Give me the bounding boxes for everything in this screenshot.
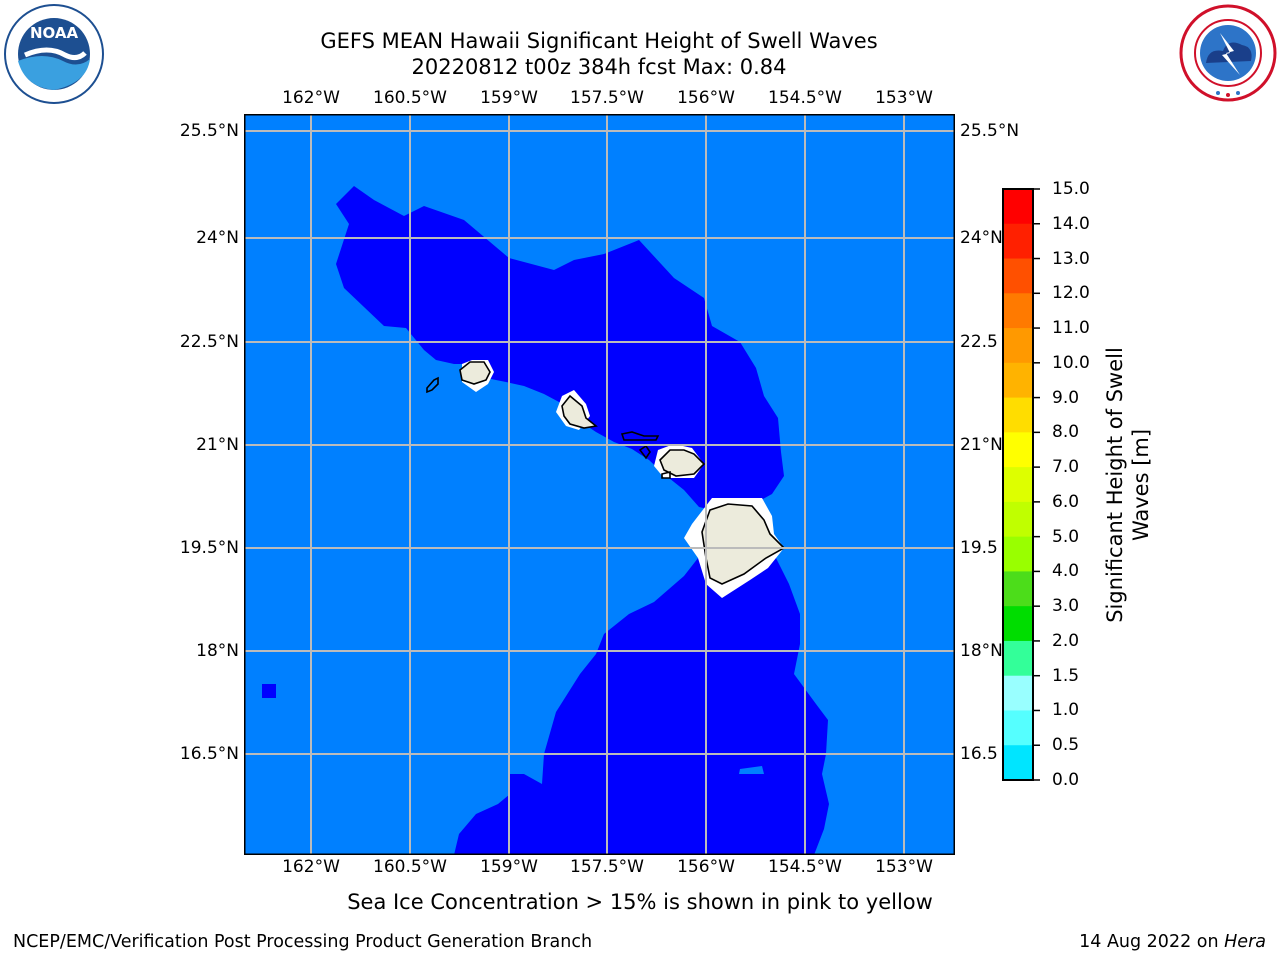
island-niihau (426, 376, 439, 394)
colorbar-tick-label: 0.0 (1052, 770, 1080, 790)
lat-label-right: 19.5 (960, 538, 998, 558)
lat-label-left: 24°N (196, 228, 239, 248)
colorbar-tick-label: 1.5 (1052, 665, 1080, 686)
footer-credit: NCEP/EMC/Verification Post Processing Pr… (13, 932, 593, 952)
colorbar-tick-label: 11.0 (1052, 318, 1090, 339)
lat-label-right: 22.5 (960, 332, 998, 352)
swell-fragment (262, 684, 276, 698)
colorbar-segment (1003, 258, 1033, 294)
lat-label-left: 25.5°N (179, 121, 239, 141)
lat-label-right: 18°N (960, 641, 1003, 661)
colorbar-label-line2: Waves [m] (1129, 428, 1153, 542)
footer-date: 14 Aug 2022 on Hera (1079, 932, 1266, 952)
lon-label-bottom: 154.5°W (768, 857, 842, 877)
lon-label-bottom: 160.5°W (373, 857, 447, 877)
colorbar-tick-label: 0.5 (1052, 735, 1080, 756)
lon-label-top: 157.5°W (570, 88, 644, 108)
lon-label-top: 153°W (875, 88, 933, 108)
colorbar-segment (1003, 362, 1033, 399)
colorbar-segment (1003, 745, 1033, 781)
map-frame (244, 114, 955, 855)
lon-label-bottom: 157.5°W (570, 857, 644, 877)
island-molokai (620, 431, 660, 441)
lat-label-left: 18°N (196, 641, 239, 661)
colorbar-segment (1003, 501, 1033, 538)
colorbar-label-line1: Significant Height of Swell (1103, 347, 1127, 623)
colorbar-tick-label: 7.0 (1052, 457, 1080, 478)
colorbar-segment (1003, 640, 1033, 677)
colorbar-tick-label: 12.0 (1052, 283, 1090, 304)
island-oahu (561, 394, 598, 429)
lon-label-top: 159°W (480, 88, 538, 108)
colorbar-tick-label: 2.0 (1052, 630, 1080, 651)
colorbar-segment (1003, 397, 1033, 433)
colorbar-tick-label: 8.0 (1052, 422, 1080, 443)
noaa-logo: NOAA (4, 4, 104, 104)
chart-title-line1: GEFS MEAN Hawaii Significant Height of S… (320, 29, 878, 53)
colorbar-tick-label: 1.0 (1052, 700, 1080, 721)
colorbar-tick-label: 15.0 (1052, 179, 1090, 199)
colorbar-tick-label: 3.0 (1052, 596, 1080, 617)
colorbar-segment (1003, 189, 1033, 225)
swell-contour-south-notch (739, 766, 764, 774)
lon-label-bottom: 156°W (677, 857, 735, 877)
colorbar-segment (1003, 293, 1033, 329)
colorbar-tick-label: 14.0 (1052, 213, 1090, 234)
island-kahoolawe (661, 470, 671, 479)
map-panel (244, 114, 955, 855)
colorbar-tick-label: 9.0 (1052, 387, 1080, 408)
colorbar (1002, 188, 1040, 781)
lat-label-right: 21°N (960, 435, 1003, 455)
lat-label-left: 21°N (196, 435, 239, 455)
lat-label-right: 24°N (960, 228, 1003, 248)
colorbar-segment (1003, 536, 1033, 572)
lon-label-top: 154.5°W (768, 88, 842, 108)
swell-contour-north (336, 186, 784, 512)
sea-ice-note: Sea Ice Concentration > 15% is shown in … (347, 890, 933, 914)
colorbar-label: Significant Height of Swell Waves [m] (1102, 347, 1154, 623)
colorbar-segment (1003, 675, 1033, 711)
lat-label-left: 19.5°N (179, 538, 239, 558)
colorbar-segment (1003, 328, 1033, 364)
colorbar-segment (1003, 710, 1033, 746)
lat-label-right: 25.5°N (960, 121, 1020, 141)
island-lanai (638, 444, 651, 460)
lon-label-bottom: 153°W (875, 857, 933, 877)
colorbar-segment (1003, 467, 1033, 503)
lon-label-bottom: 162°W (282, 857, 340, 877)
lon-label-bottom: 159°W (480, 857, 538, 877)
island-kauai (459, 361, 491, 385)
colorbar-tick-label: 10.0 (1052, 352, 1090, 373)
colorbar-segment (1003, 223, 1033, 260)
colorbar-tick-label: 4.0 (1052, 561, 1080, 582)
footer-host: Hera (1224, 932, 1266, 952)
colorbar-tick-label: 13.0 (1052, 248, 1090, 269)
colorbar-tick-label: 6.0 (1052, 491, 1080, 512)
colorbar-segment (1003, 432, 1033, 468)
lon-label-top: 156°W (677, 88, 735, 108)
chart-title-line2: 20220812 t00z 384h fcst Max: 0.84 (411, 55, 787, 79)
lon-label-top: 160.5°W (373, 88, 447, 108)
svg-text:NOAA: NOAA (30, 24, 79, 42)
colorbar-tick-label: 5.0 (1052, 526, 1080, 547)
lon-label-top: 162°W (282, 88, 340, 108)
colorbar-segment (1003, 571, 1033, 607)
map-gridlines (244, 114, 955, 855)
footer-date-text: 14 Aug 2022 on (1079, 932, 1225, 952)
lat-label-left: 22.5°N (179, 332, 239, 352)
swell-contour-south (454, 510, 829, 855)
lat-label-left: 16.5°N (179, 744, 239, 764)
lat-label-right: 16.5 (960, 744, 998, 764)
colorbar-segment (1003, 606, 1033, 642)
nws-logo (1179, 4, 1277, 102)
